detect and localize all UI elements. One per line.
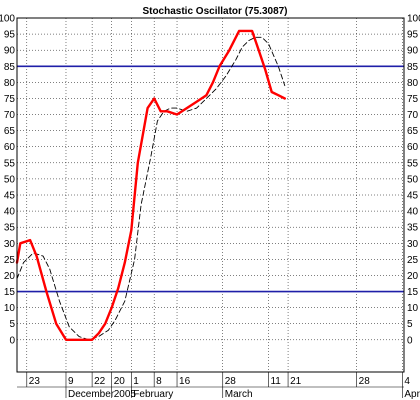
reference-lines: [17, 65, 404, 293]
y-tick-label-right: 70: [407, 110, 419, 121]
x-tick-label: 28: [359, 376, 371, 387]
y-tick-label-left: 100: [0, 14, 15, 25]
y-axis-left: 0 5 10 15 20 25 30 35 40 45 50 55 60 65 70 75 80 85 90 95 10…: [0, 14, 15, 347]
y-tick-label-right: 15: [407, 287, 419, 298]
y-tick-label-left: 15: [4, 287, 16, 298]
period-label: 2005: [114, 389, 137, 400]
x-tick-label: 22: [94, 376, 106, 387]
x-tick-label: 4: [404, 376, 410, 387]
y-tick-label-right: 85: [407, 62, 419, 73]
y-tick-label-right: 35: [407, 223, 419, 234]
x-tick-label: 21: [290, 376, 302, 387]
y-tick-label-right: 75: [407, 94, 419, 105]
period-label: Apr: [404, 389, 420, 400]
y-tick-label-left: 85: [4, 62, 16, 73]
y-tick-label-right: 20: [407, 271, 419, 282]
chart-title: Stochastic Oscillator (75.3087): [142, 6, 287, 17]
y-tick-label-left: 45: [4, 191, 16, 202]
period-label: March: [225, 389, 253, 400]
plot-frame: [16, 17, 405, 373]
y-tick-label-left: 60: [4, 142, 16, 153]
y-tick-label-left: 50: [4, 174, 16, 185]
y-tick-label-right: 10: [407, 303, 419, 314]
y-axis-right: 0 5 10 15 20 25 30 35 40 45 50 55 60 65 70 75 80 85 90 95 10…: [407, 14, 420, 347]
x-tick-label: 11: [270, 376, 281, 387]
period-label: February: [133, 389, 173, 400]
x-tick-label: 16: [179, 376, 191, 387]
y-tick-label-left: 0: [9, 335, 15, 346]
y-tick-label-right: 95: [407, 30, 419, 41]
y-tick-label-left: 35: [4, 223, 16, 234]
x-tick-label: 23: [29, 376, 41, 387]
grid-layer: [17, 17, 404, 372]
stochastic-line-solid: [15, 29, 286, 341]
y-tick-label-right: 80: [407, 78, 419, 89]
x-tick-label: 8: [156, 376, 162, 387]
y-tick-label-left: 75: [4, 94, 16, 105]
signal-line-dashed: [16, 36, 286, 341]
y-tick-label-left: 40: [4, 207, 16, 218]
y-tick-label-left: 20: [4, 271, 16, 282]
y-tick-label-left: 65: [4, 126, 16, 137]
y-tick-label-left: 30: [4, 239, 16, 250]
x-tick-label: 1: [133, 376, 139, 387]
y-tick-label-right: 30: [407, 239, 419, 250]
y-tick-label-left: 70: [4, 110, 16, 121]
y-tick-label-right: 100: [407, 14, 420, 25]
y-tick-label-left: 55: [4, 158, 16, 169]
x-tick-label: 28: [225, 376, 237, 387]
y-tick-label-right: 50: [407, 174, 419, 185]
y-tick-label-left: 80: [4, 78, 16, 89]
y-tick-label-left: 25: [4, 255, 16, 266]
y-tick-label-right: 45: [407, 191, 419, 202]
y-tick-label-right: 25: [407, 255, 419, 266]
y-tick-label-right: 5: [407, 319, 413, 330]
y-tick-label-right: 55: [407, 158, 419, 169]
y-tick-label-right: 65: [407, 126, 419, 137]
y-tick-label-right: 0: [407, 335, 413, 346]
x-tick-label: 20: [114, 376, 126, 387]
y-tick-label-left: 90: [4, 46, 16, 57]
x-tick-label: 9: [68, 376, 74, 387]
series-layer: [15, 29, 286, 341]
y-tick-label-left: 5: [9, 319, 15, 330]
y-tick-label-left: 10: [4, 303, 16, 314]
y-tick-label-right: 60: [407, 142, 419, 153]
period-label: December: [68, 389, 115, 400]
y-tick-label-right: 90: [407, 46, 419, 57]
y-tick-label-right: 40: [407, 207, 419, 218]
y-tick-label-left: 95: [4, 30, 16, 41]
